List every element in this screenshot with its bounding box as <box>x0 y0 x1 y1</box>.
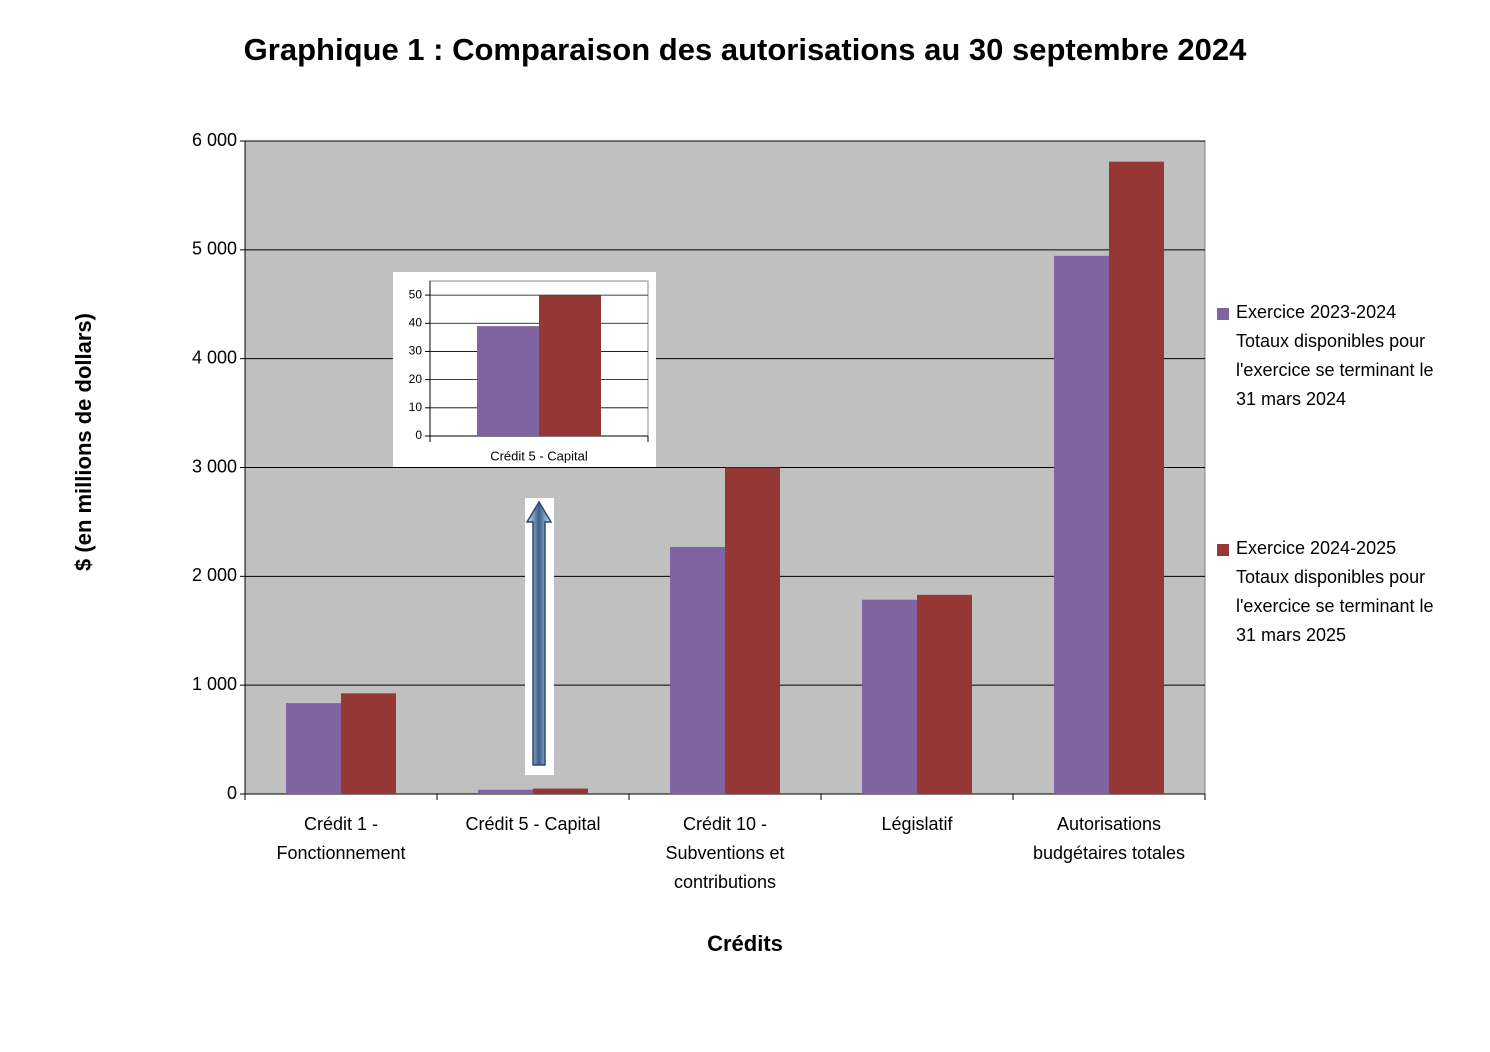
x-tick-label: Législatif <box>881 814 953 834</box>
x-tick-label: Crédit 5 - Capital <box>490 448 588 463</box>
legend-swatch <box>1217 544 1229 556</box>
legend-label: Exercice 2024-2025 Totaux disponibles po… <box>1236 538 1434 645</box>
bar <box>917 594 972 794</box>
bar <box>286 703 341 794</box>
legend-label: Exercice 2023-2024 Totaux disponibles po… <box>1236 302 1434 409</box>
x-axis-title: Crédits <box>707 931 783 956</box>
y-tick-label: 4 000 <box>192 347 237 367</box>
bar <box>477 326 539 436</box>
y-tick-label: 30 <box>409 344 423 358</box>
bar <box>725 467 780 794</box>
legend-swatch <box>1217 308 1229 320</box>
y-tick-label: 20 <box>409 372 423 386</box>
y-tick-label: 5 000 <box>192 239 237 259</box>
x-tick-label: Autorisations budgétaires totales <box>1032 814 1186 863</box>
bar <box>478 789 533 794</box>
bar <box>862 599 917 794</box>
chart-title: Graphique 1 : Comparaison des autorisati… <box>244 32 1247 67</box>
y-tick-label: 10 <box>409 400 423 414</box>
x-tick-label: Crédit 1 - Fonctionnement <box>276 814 406 863</box>
y-tick-label: 2 000 <box>192 565 237 585</box>
y-tick-label: 0 <box>227 783 237 803</box>
inset-plot: 0 10 20 30 40 50 Crédit 5 - Capital <box>409 280 649 463</box>
bar <box>533 788 588 794</box>
y-tick-label: 40 <box>409 315 423 329</box>
x-tick-label: Crédit 10 - Subventions et contributions <box>665 814 785 892</box>
bar <box>670 546 725 794</box>
bar <box>1109 161 1164 794</box>
y-tick-label: 6 000 <box>192 130 237 150</box>
y-axis-title: $ (en millions de dollars) <box>71 313 96 571</box>
bar <box>1054 255 1109 795</box>
y-tick-label: 1 000 <box>192 674 237 694</box>
main-plot: 0 1 000 2 000 3 000 4 000 5 000 6 000 <box>192 130 1229 803</box>
y-tick-label: 50 <box>409 287 423 301</box>
x-tick-label: Crédit 5 - Capital <box>465 814 601 834</box>
bar <box>539 295 601 436</box>
y-tick-label: 3 000 <box>192 456 237 476</box>
bar <box>341 693 396 794</box>
y-tick-label: 0 <box>415 428 422 442</box>
arrow <box>525 500 553 766</box>
